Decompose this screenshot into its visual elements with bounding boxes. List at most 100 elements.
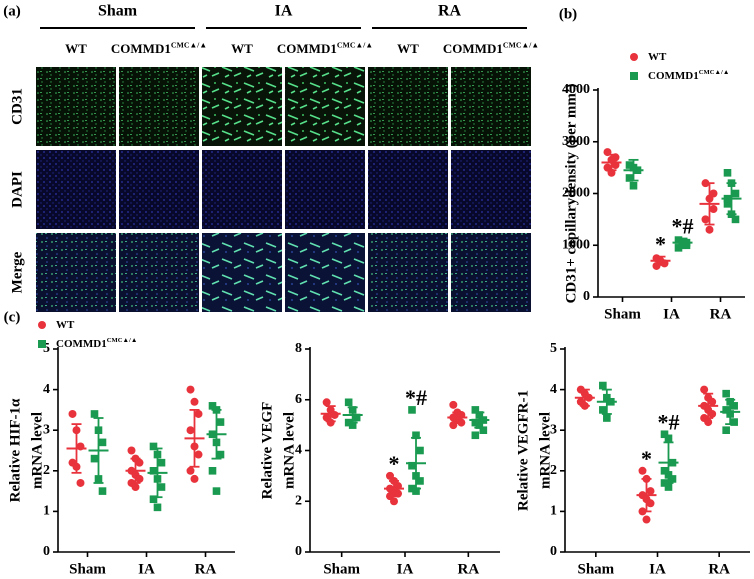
micrograph (36, 150, 116, 229)
legend-marker (38, 340, 46, 348)
y-tick-label: 3 (43, 422, 50, 437)
data-point (660, 467, 669, 475)
micrograph (451, 150, 531, 229)
name-text: COMMD1 (443, 41, 503, 56)
data-point (471, 431, 480, 440)
data-point (416, 477, 424, 485)
y-tick-label: 2 (295, 493, 302, 508)
data-point (322, 398, 331, 407)
group-label: RA (438, 3, 462, 20)
y-axis-label: mRNA level (537, 412, 553, 489)
x-tick-label: RA (710, 306, 732, 322)
data-point (190, 474, 199, 483)
data-point (660, 430, 669, 439)
name-text: WT (648, 51, 667, 63)
data-point (708, 409, 717, 418)
data-point (76, 478, 85, 487)
panel-label: (a) (3, 3, 21, 19)
data-point (390, 497, 398, 506)
micrograph (285, 233, 365, 312)
x-tick-label: IA (138, 561, 155, 577)
data-point (135, 458, 144, 467)
y-tick-label: 6 (295, 392, 302, 407)
x-tick-label: IA (397, 561, 414, 577)
data-point (705, 225, 714, 234)
y-axis-label: CD31+ capillarydensity (per mm²) (563, 84, 579, 304)
legend-marker (630, 53, 638, 61)
name-text: WT (397, 41, 419, 56)
y-tick-label: 1 (550, 504, 557, 519)
column-label: WT (65, 41, 87, 56)
micrograph (202, 150, 282, 229)
data-point (722, 426, 730, 434)
name-text: WT (65, 41, 87, 56)
micrograph (119, 150, 199, 229)
micrograph (202, 233, 282, 312)
data-point (131, 483, 140, 492)
x-tick-label: RA (457, 561, 479, 577)
data-point (157, 458, 166, 467)
x-tick-label: Sham (577, 561, 614, 577)
data-point (344, 398, 353, 407)
y-axis-label: mRNA level (29, 412, 45, 489)
y-tick-label: 2 (550, 463, 557, 478)
name-text: WT (231, 41, 253, 56)
legend-label: WT (56, 319, 75, 331)
y-axis-label: Relative VEGFR-1 (515, 390, 531, 511)
y-tick-label: 5 (43, 341, 50, 356)
data-point (153, 503, 162, 512)
y-axis-label: Relative HIF-1α (7, 398, 23, 502)
legend-label: WT (648, 51, 667, 63)
data-point (625, 174, 634, 182)
data-point (471, 406, 480, 414)
y-axis-label: mRNA level (281, 412, 297, 489)
y-tick-label: 3000 (562, 134, 590, 149)
x-tick-label: IA (649, 561, 666, 577)
column-label: COMMD1CMC▲/▲ (277, 40, 373, 56)
legend-marker (38, 321, 46, 329)
micrograph (36, 233, 116, 312)
data-point (212, 487, 221, 495)
name-text: COMMD1 (56, 338, 107, 350)
data-point (149, 442, 158, 451)
data-point (208, 467, 217, 475)
data-point (664, 483, 673, 491)
data-point (704, 418, 713, 427)
micrograph (202, 67, 282, 146)
row-label: DAPI (9, 171, 25, 208)
row-label: CD31 (9, 88, 25, 125)
data-point (90, 410, 99, 418)
data-point (709, 189, 718, 198)
name-text: COMMD1 (111, 41, 171, 56)
data-point (157, 483, 166, 491)
data-point (723, 200, 732, 208)
data-point (352, 413, 361, 422)
y-tick-label: 3 (550, 422, 557, 437)
superscript: CMC▲/▲ (171, 40, 207, 49)
data-point (408, 406, 416, 414)
group-label: Sham (98, 3, 138, 20)
y-tick-label: 1 (43, 504, 50, 519)
name-text: WT (56, 319, 75, 331)
y-tick-label: 4 (43, 382, 50, 397)
micrograph (451, 233, 531, 312)
column-label: COMMD1CMC▲/▲ (111, 40, 207, 56)
y-tick-label: 1000 (562, 237, 590, 252)
data-point (68, 409, 77, 418)
micrograph (36, 67, 116, 146)
data-point (449, 400, 458, 409)
data-point (416, 446, 424, 455)
data-point (149, 467, 158, 475)
data-point (668, 475, 677, 483)
data-point (330, 410, 339, 419)
data-point (216, 418, 225, 426)
data-point (701, 215, 710, 224)
data-point (674, 244, 683, 252)
data-point (638, 466, 647, 475)
data-point (149, 495, 158, 504)
y-tick-label: 0 (43, 544, 50, 559)
annotation: *# (658, 409, 680, 434)
data-point (722, 389, 730, 398)
